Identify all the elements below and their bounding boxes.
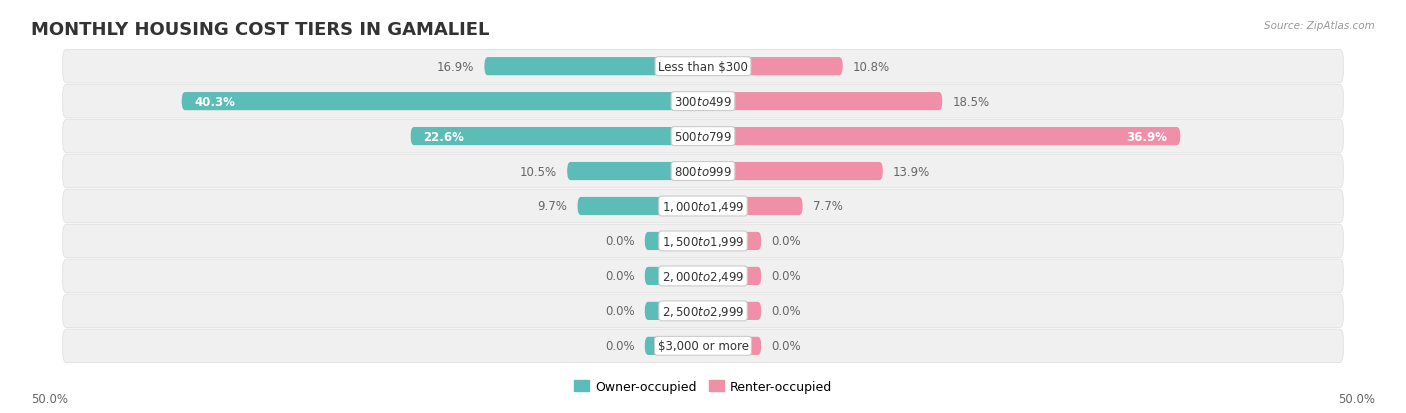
FancyBboxPatch shape xyxy=(63,259,1343,293)
FancyBboxPatch shape xyxy=(63,329,1343,363)
FancyBboxPatch shape xyxy=(703,267,761,285)
Text: 40.3%: 40.3% xyxy=(194,95,236,108)
Text: $500 to $799: $500 to $799 xyxy=(673,130,733,143)
FancyBboxPatch shape xyxy=(703,337,761,355)
Text: 0.0%: 0.0% xyxy=(772,270,801,283)
FancyBboxPatch shape xyxy=(63,190,1343,223)
Text: 0.0%: 0.0% xyxy=(772,305,801,318)
FancyBboxPatch shape xyxy=(645,232,703,250)
FancyBboxPatch shape xyxy=(703,93,942,111)
Text: 18.5%: 18.5% xyxy=(953,95,990,108)
Text: 50.0%: 50.0% xyxy=(1339,392,1375,405)
FancyBboxPatch shape xyxy=(567,163,703,181)
Text: 36.9%: 36.9% xyxy=(1126,130,1167,143)
Text: 0.0%: 0.0% xyxy=(772,235,801,248)
Text: MONTHLY HOUSING COST TIERS IN GAMALIEL: MONTHLY HOUSING COST TIERS IN GAMALIEL xyxy=(31,21,489,38)
FancyBboxPatch shape xyxy=(703,128,1180,146)
FancyBboxPatch shape xyxy=(703,163,883,181)
FancyBboxPatch shape xyxy=(63,120,1343,154)
FancyBboxPatch shape xyxy=(703,58,842,76)
FancyBboxPatch shape xyxy=(703,232,761,250)
Text: Less than $300: Less than $300 xyxy=(658,61,748,74)
FancyBboxPatch shape xyxy=(63,50,1343,84)
FancyBboxPatch shape xyxy=(703,302,761,320)
Text: $3,000 or more: $3,000 or more xyxy=(658,339,748,352)
Text: 9.7%: 9.7% xyxy=(537,200,567,213)
Text: 22.6%: 22.6% xyxy=(423,130,464,143)
FancyBboxPatch shape xyxy=(703,197,803,216)
Text: $2,000 to $2,499: $2,000 to $2,499 xyxy=(662,269,744,283)
Text: $300 to $499: $300 to $499 xyxy=(673,95,733,108)
FancyBboxPatch shape xyxy=(645,337,703,355)
FancyBboxPatch shape xyxy=(578,197,703,216)
Text: 0.0%: 0.0% xyxy=(772,339,801,352)
Text: 10.8%: 10.8% xyxy=(853,61,890,74)
FancyBboxPatch shape xyxy=(181,93,703,111)
FancyBboxPatch shape xyxy=(411,128,703,146)
Text: 0.0%: 0.0% xyxy=(605,235,634,248)
FancyBboxPatch shape xyxy=(63,155,1343,188)
FancyBboxPatch shape xyxy=(63,85,1343,119)
FancyBboxPatch shape xyxy=(645,267,703,285)
Legend: Owner-occupied, Renter-occupied: Owner-occupied, Renter-occupied xyxy=(568,375,838,398)
Text: $1,000 to $1,499: $1,000 to $1,499 xyxy=(662,199,744,214)
Text: 13.9%: 13.9% xyxy=(893,165,931,178)
Text: $1,500 to $1,999: $1,500 to $1,999 xyxy=(662,235,744,248)
Text: 0.0%: 0.0% xyxy=(605,305,634,318)
Text: 10.5%: 10.5% xyxy=(520,165,557,178)
Text: $2,500 to $2,999: $2,500 to $2,999 xyxy=(662,304,744,318)
FancyBboxPatch shape xyxy=(485,58,703,76)
Text: 0.0%: 0.0% xyxy=(605,270,634,283)
FancyBboxPatch shape xyxy=(63,294,1343,328)
Text: Source: ZipAtlas.com: Source: ZipAtlas.com xyxy=(1264,21,1375,31)
Text: $800 to $999: $800 to $999 xyxy=(673,165,733,178)
FancyBboxPatch shape xyxy=(645,302,703,320)
Text: 7.7%: 7.7% xyxy=(813,200,842,213)
Text: 0.0%: 0.0% xyxy=(605,339,634,352)
FancyBboxPatch shape xyxy=(63,225,1343,258)
Text: 16.9%: 16.9% xyxy=(437,61,474,74)
Text: 50.0%: 50.0% xyxy=(31,392,67,405)
